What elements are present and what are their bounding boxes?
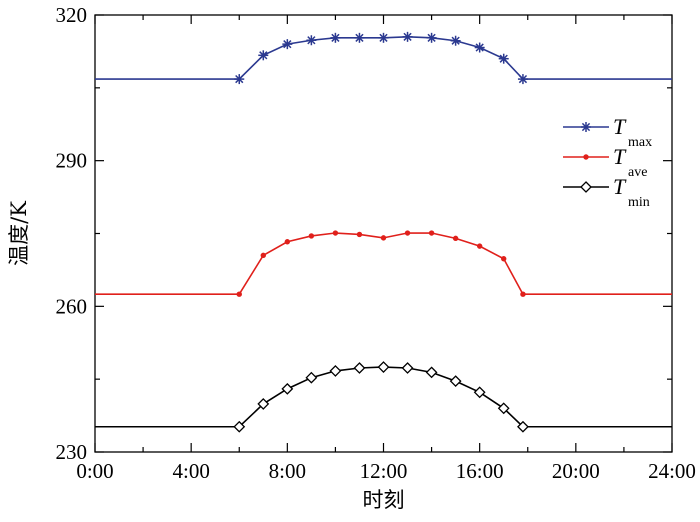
y-tick-label: 290 bbox=[56, 149, 88, 173]
x-tick-label: 24:00 bbox=[648, 459, 696, 483]
legend-subscript: min bbox=[628, 195, 650, 210]
axis-ticks bbox=[94, 14, 673, 453]
x-tick-labels: 0:00 4:00 8:00 12:00 16:00 20:00 24:00 bbox=[76, 459, 696, 483]
dot-marker bbox=[236, 291, 242, 297]
diamond-marker bbox=[401, 362, 414, 374]
series-min bbox=[95, 361, 672, 433]
diamond-marker bbox=[517, 420, 529, 433]
diamond-marker bbox=[305, 371, 318, 384]
series-ave bbox=[95, 230, 672, 297]
legend-subscript: max bbox=[628, 135, 652, 150]
plot-frame bbox=[94, 14, 673, 453]
diamond-marker bbox=[353, 362, 366, 374]
y-tick-labels: 230 260 290 320 bbox=[56, 3, 88, 464]
legend-label: T bbox=[613, 144, 627, 169]
series-line-min bbox=[95, 366, 672, 428]
star-marker bbox=[450, 35, 461, 46]
diamond-marker bbox=[257, 398, 270, 410]
y-tick-label: 260 bbox=[56, 294, 88, 318]
diamond-marker bbox=[497, 402, 510, 415]
dot-marker bbox=[308, 233, 315, 239]
diamond-marker bbox=[329, 364, 342, 377]
dot-marker bbox=[501, 256, 507, 262]
diamond-marker bbox=[449, 375, 462, 388]
star-marker bbox=[354, 32, 365, 43]
dot-marker bbox=[260, 252, 266, 259]
series-line-ave bbox=[95, 232, 672, 295]
dot-marker bbox=[452, 235, 459, 242]
dot-marker bbox=[356, 231, 363, 238]
y-tick-label: 320 bbox=[56, 3, 88, 27]
series-max bbox=[95, 31, 672, 85]
legend-label: T bbox=[613, 174, 627, 199]
star-marker bbox=[517, 74, 528, 85]
diamond-marker bbox=[580, 181, 592, 193]
legend-subscript: ave bbox=[628, 165, 647, 180]
y-axis-title: 温度/K bbox=[7, 201, 31, 266]
x-axis-title: 时刻 bbox=[363, 488, 405, 512]
x-tick-label: 16:00 bbox=[456, 459, 504, 483]
star-marker bbox=[234, 74, 245, 85]
dot-marker bbox=[404, 230, 411, 236]
legend-label: T bbox=[613, 114, 627, 139]
x-tick-label: 20:00 bbox=[552, 459, 600, 483]
diamond-marker bbox=[377, 361, 390, 373]
dot-marker bbox=[332, 230, 339, 236]
star-marker bbox=[426, 32, 437, 43]
star-marker bbox=[306, 35, 317, 46]
dot-marker bbox=[583, 154, 589, 160]
diamond-marker bbox=[281, 382, 294, 395]
series-layer bbox=[95, 31, 672, 433]
x-tick-label: 4:00 bbox=[172, 459, 209, 483]
diamond-marker bbox=[473, 386, 486, 399]
dot-marker bbox=[380, 235, 387, 241]
x-tick-label: 0:00 bbox=[76, 459, 113, 483]
star-marker bbox=[474, 42, 485, 53]
x-tick-label: 12:00 bbox=[360, 459, 408, 483]
diamond-marker bbox=[425, 366, 438, 379]
dot-marker bbox=[428, 230, 435, 236]
star-marker bbox=[402, 31, 413, 42]
y-tick-label: 230 bbox=[56, 440, 88, 464]
x-tick-label: 8:00 bbox=[269, 459, 306, 483]
dot-marker bbox=[284, 239, 291, 245]
star-marker bbox=[258, 50, 269, 61]
series-line-max bbox=[95, 36, 672, 80]
dot-marker bbox=[476, 243, 483, 249]
dot-marker bbox=[520, 291, 526, 297]
star-marker bbox=[378, 32, 389, 43]
star-marker bbox=[581, 122, 591, 132]
star-marker bbox=[282, 39, 293, 50]
star-marker bbox=[330, 32, 341, 43]
star-marker bbox=[498, 53, 509, 64]
diamond-marker bbox=[233, 420, 246, 433]
